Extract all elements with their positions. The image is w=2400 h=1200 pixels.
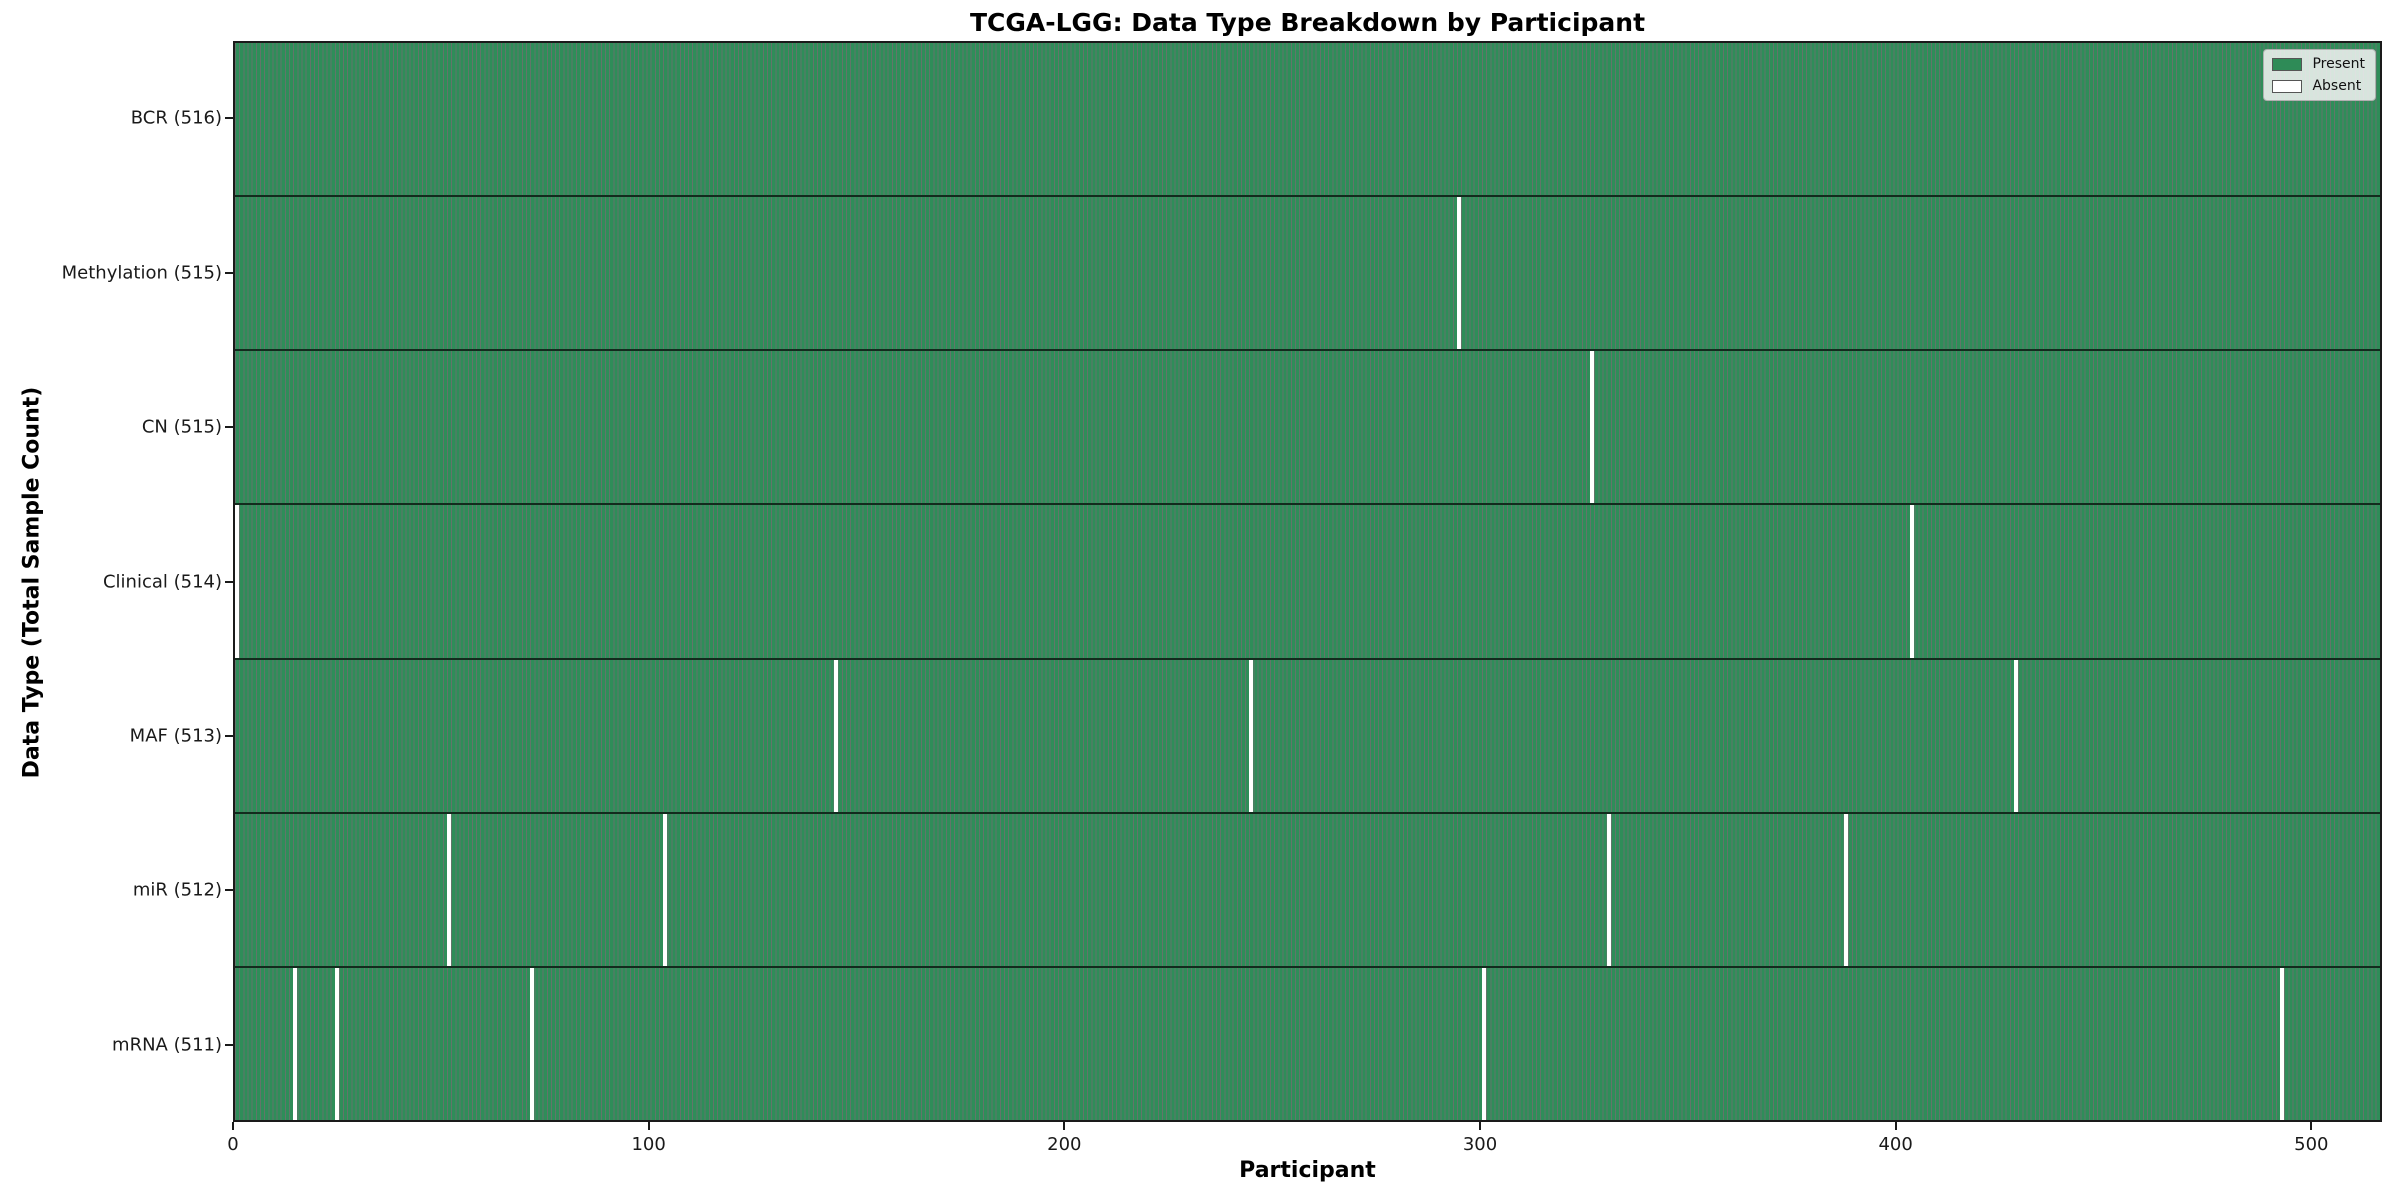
xtick-label-500: 500 [2294, 1134, 2329, 1155]
xtick-mark [1894, 1122, 1897, 1130]
ytick-label-mRNA: mRNA (511) [112, 1034, 222, 1056]
ytick-label-BCR: BCR (516) [130, 107, 222, 129]
absent-stripe [293, 967, 298, 1120]
data-row-CN [235, 351, 2380, 506]
data-row-Clinical [235, 505, 2380, 660]
legend-item-absent: Absent [2272, 78, 2365, 94]
x-axis-title: Participant [1239, 1158, 1376, 1183]
ytick-mark [225, 426, 233, 429]
absent-stripe [1910, 505, 1915, 658]
ytick-mark [225, 117, 233, 120]
absent-stripe [1590, 351, 1595, 504]
data-row-mRNA [235, 967, 2380, 1120]
absent-stripe [235, 505, 240, 658]
legend-label: Absent [2312, 78, 2362, 94]
xtick-mark [1479, 1122, 1481, 1130]
legend-swatch-icon [2272, 79, 2303, 93]
ytick-mark [225, 889, 233, 892]
xtick-mark [232, 1122, 234, 1130]
absent-stripe [1606, 813, 1611, 966]
data-row-BCR [235, 43, 2380, 198]
absent-stripe [1843, 813, 1848, 966]
ytick-label-miR: miR (512) [132, 879, 222, 901]
legend-item-present: Present [2272, 56, 2365, 72]
chart-title: TCGA-LGG: Data Type Breakdown by Partici… [969, 8, 1646, 37]
ytick-label-Methylation: Methylation (515) [61, 262, 222, 284]
legend-label: Present [2312, 56, 2365, 72]
absent-stripe [1482, 967, 1487, 1120]
xtick-label-0: 0 [227, 1134, 239, 1155]
ytick-label-CN: CN (515) [141, 416, 222, 438]
absent-stripe [530, 967, 535, 1120]
xtick-label-100: 100 [631, 1134, 666, 1155]
absent-stripe [334, 967, 339, 1120]
ytick-mark [225, 734, 233, 737]
data-row-miR [235, 813, 2380, 968]
xtick-mark [647, 1122, 650, 1130]
data-row-Methylation [235, 197, 2380, 352]
ytick-mark [225, 580, 233, 583]
ytick-mark [225, 271, 233, 274]
absent-stripe [833, 659, 838, 812]
data-row-MAF [235, 659, 2380, 814]
xtick-label-400: 400 [1878, 1134, 1913, 1155]
ytick-label-MAF: MAF (513) [129, 725, 222, 747]
absent-stripe [663, 813, 668, 966]
ytick-label-Clinical: Clinical (514) [102, 571, 222, 592]
xtick-label-300: 300 [1462, 1134, 1498, 1155]
legend: Present Absent [2263, 49, 2376, 101]
legend-swatch-icon [2272, 57, 2303, 71]
ytick-mark [225, 1043, 233, 1046]
absent-stripe [2280, 967, 2285, 1120]
xtick-label-200: 200 [1047, 1134, 1082, 1155]
y-axis-title: Data Type (Total Sample Count) [19, 386, 45, 779]
absent-stripe [1457, 197, 1462, 350]
xtick-mark [1063, 1122, 1066, 1130]
xtick-mark [2310, 1122, 2313, 1130]
absent-stripe [1249, 659, 1254, 812]
plot-area: Present Absent [233, 41, 2382, 1122]
absent-stripe [2014, 659, 2019, 812]
absent-stripe [446, 813, 452, 966]
